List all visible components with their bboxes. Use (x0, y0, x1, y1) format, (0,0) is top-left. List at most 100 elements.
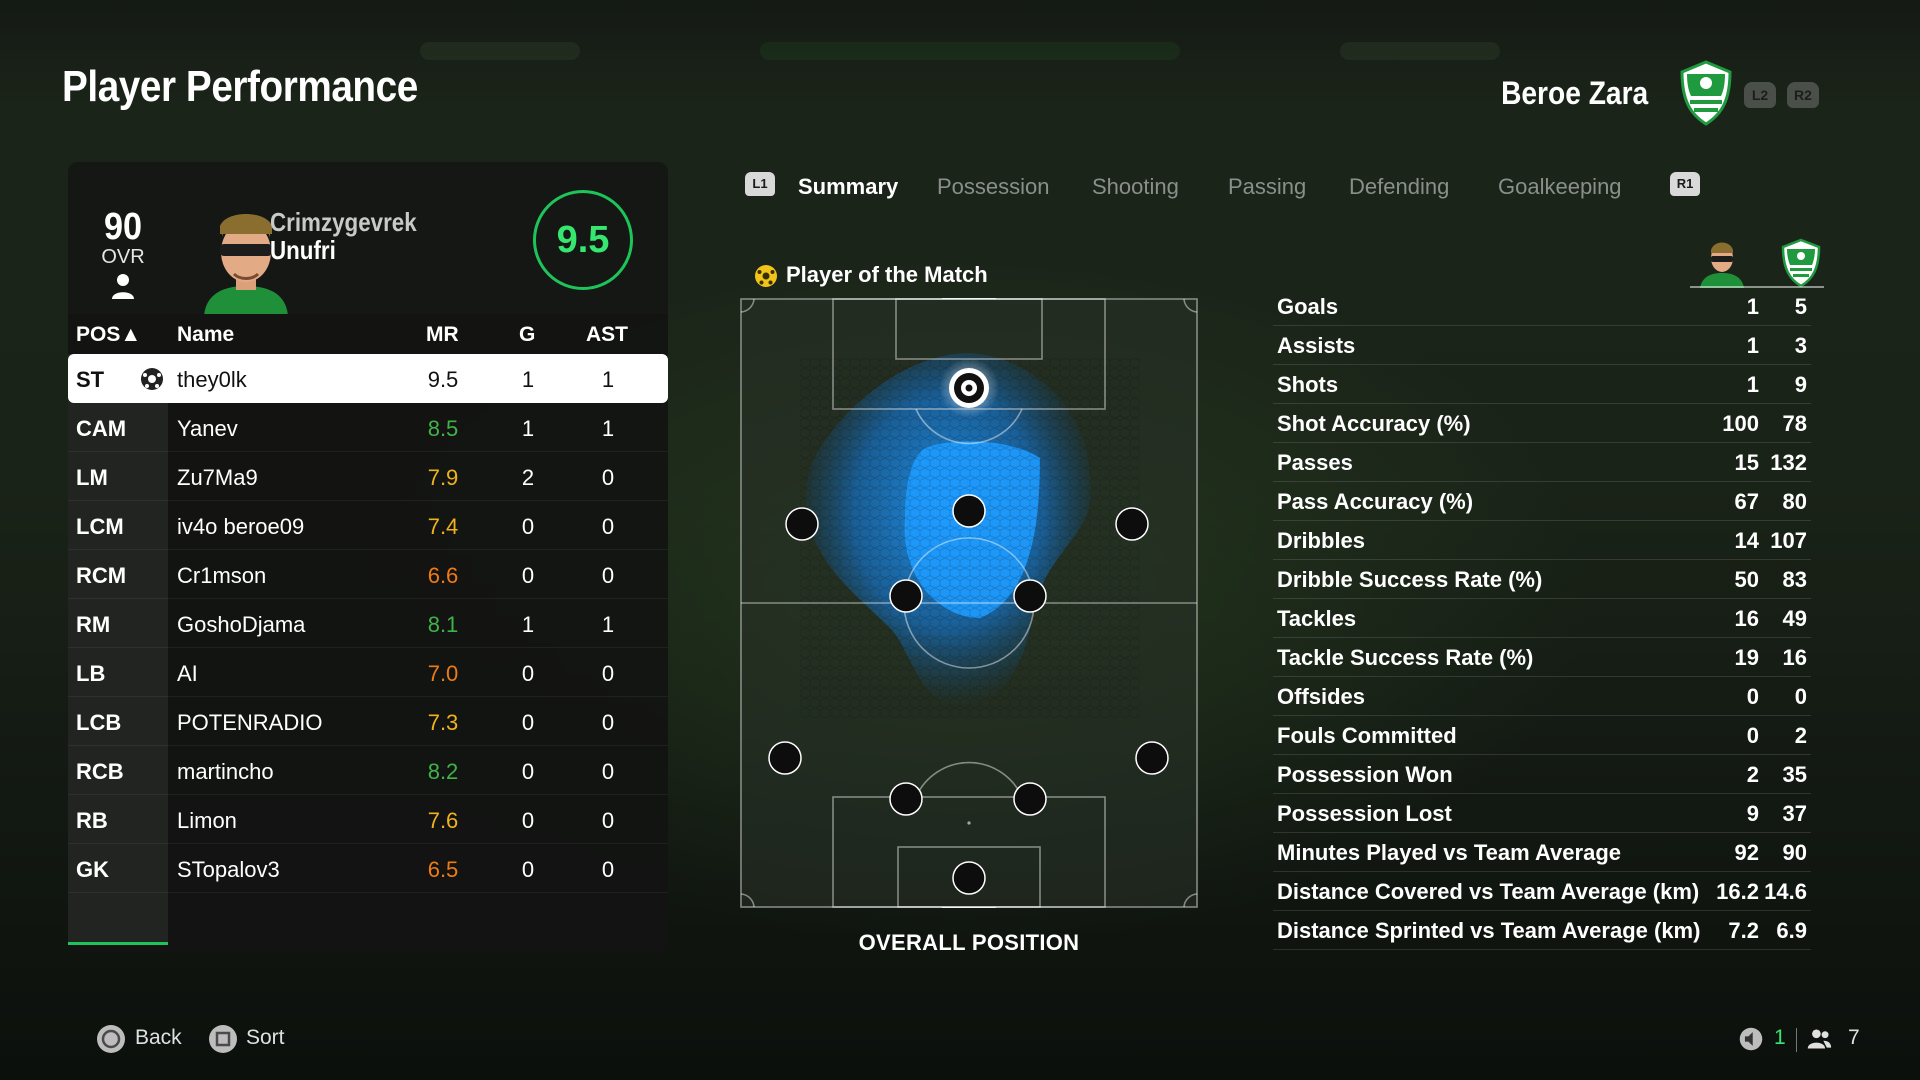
stat-row: Tackles 16 49 (1273, 599, 1811, 638)
row-mr: 7.4 (427, 514, 459, 539)
ball-icon (141, 368, 163, 390)
table-row[interactable]: RM GoshoDjama 8.1 1 1 (68, 599, 668, 648)
stat-player-value: 2 (1746, 762, 1759, 787)
people-icon (1807, 1029, 1832, 1049)
row-mr: 7.9 (427, 465, 459, 490)
row-g: 1 (521, 367, 535, 392)
stat-player-value: 1 (1746, 294, 1759, 319)
stat-row: Shots 1 9 (1273, 365, 1811, 404)
row-mr: 7.3 (427, 710, 459, 735)
stat-player-value: 19 (1734, 645, 1759, 670)
stat-label: Pass Accuracy (%) (1277, 489, 1474, 514)
row-g: 1 (521, 612, 535, 637)
stat-label: Fouls Committed (1277, 723, 1457, 748)
tab-summary[interactable]: Summary (798, 174, 899, 199)
row-name: Yanev (177, 416, 238, 441)
header-g[interactable]: G (519, 323, 536, 346)
table-row[interactable]: RB Limon 7.6 0 0 (68, 795, 668, 844)
stat-label: Dribbles (1277, 528, 1366, 553)
stat-label: Assists (1277, 333, 1356, 358)
table-row[interactable]: CAM Yanev 8.5 1 1 (68, 403, 668, 452)
tab-shooting[interactable]: Shooting (1092, 174, 1179, 199)
ovr-value: 90 (103, 206, 143, 248)
table-row[interactable]: RCM Cr1mson 6.6 0 0 (68, 550, 668, 599)
player-last-name: Unufri (270, 235, 336, 265)
stat-team-value: 49 (1782, 606, 1807, 631)
stat-label: Possession Lost (1277, 801, 1452, 826)
row-pos: RB (76, 808, 108, 833)
stat-team-value: 90 (1782, 840, 1807, 865)
l1-button[interactable]: L1 (745, 172, 775, 196)
sort-button[interactable]: Sort (246, 1026, 285, 1049)
row-ast: 1 (601, 612, 615, 637)
row-pos: GK (76, 857, 109, 882)
match-rating-ring: 9.5 (533, 190, 633, 290)
r1-button[interactable]: R1 (1670, 172, 1700, 196)
table-row[interactable]: GK STopalov3 6.5 0 0 (68, 844, 668, 893)
r2-button[interactable]: R2 (1787, 82, 1819, 108)
row-g: 0 (521, 710, 535, 735)
stat-label: Possession Won (1277, 762, 1453, 787)
stat-player-value: 100 (1722, 411, 1759, 436)
player-name: Crimzygevrek Unufri (270, 208, 417, 264)
stat-team-value: 16 (1782, 645, 1807, 670)
row-pos: RCB (76, 759, 124, 784)
row-name: POTENRADIO (177, 710, 323, 735)
row-mr: 7.0 (427, 661, 459, 686)
player-marker (1135, 741, 1169, 775)
stat-row: Distance Covered vs Team Average (km) 16… (1273, 872, 1811, 911)
player-marker (1115, 507, 1149, 541)
row-pos: LB (76, 661, 106, 686)
stat-label: Tackle Success Rate (%) (1277, 645, 1534, 670)
count-b: 7 (1848, 1026, 1860, 1049)
stat-player-value: 1 (1746, 333, 1759, 358)
table-row[interactable]: LB AI 7.0 0 0 (68, 648, 668, 697)
header-pos[interactable]: POS▲ (76, 323, 142, 346)
table-row[interactable]: LCM iv4o beroe09 7.4 0 0 (68, 501, 668, 550)
stat-player-value: 0 (1746, 723, 1759, 748)
pitch-svg (740, 296, 1198, 910)
team-crest-icon (1680, 60, 1732, 126)
tab-goalkeeping[interactable]: Goalkeeping (1498, 174, 1622, 199)
stat-team-value: 78 (1782, 411, 1807, 436)
stat-player-value: 16 (1734, 606, 1759, 631)
tab-possession[interactable]: Possession (937, 174, 1050, 199)
stat-player-value: 15 (1734, 450, 1759, 475)
row-ast: 0 (601, 710, 615, 735)
header-mr[interactable]: MR (426, 323, 459, 346)
square-button-icon[interactable] (208, 1024, 238, 1054)
stat-player-value: 0 (1746, 684, 1759, 709)
table-row[interactable]: RCB martincho 8.2 0 0 (68, 746, 668, 795)
row-g: 0 (521, 563, 535, 588)
tab-passing[interactable]: Passing (1228, 174, 1307, 199)
header-ast[interactable]: AST (586, 323, 628, 346)
footer-divider (1796, 1028, 1797, 1052)
row-ast: 0 (601, 563, 615, 588)
row-name: GoshoDjama (177, 612, 306, 637)
table-row[interactable]: LM Zu7Ma9 7.9 2 0 (68, 452, 668, 501)
stat-team-value: 0 (1794, 684, 1807, 709)
stat-label: Shots (1277, 372, 1339, 397)
stat-team-value: 3 (1794, 333, 1807, 358)
count-a: 1 (1774, 1026, 1786, 1049)
row-mr: 8.2 (427, 759, 459, 784)
row-pos: LM (76, 465, 108, 490)
stat-player-value: 7.2 (1728, 918, 1759, 943)
stat-team-value: 6.9 (1776, 918, 1807, 943)
row-mr: 7.6 (427, 808, 459, 833)
circle-button-icon[interactable] (96, 1024, 126, 1054)
stat-team-value: 9 (1794, 372, 1807, 397)
back-button[interactable]: Back (135, 1026, 182, 1049)
header-name[interactable]: Name (177, 323, 235, 346)
player-marker (952, 861, 986, 895)
background-blur (1340, 42, 1500, 60)
table-row[interactable]: LCB POTENRADIO 7.3 0 0 (68, 697, 668, 746)
stat-player-value: 1 (1746, 372, 1759, 397)
table-row[interactable]: ST they0lk 9.5 1 1 (68, 354, 668, 403)
stat-team-value: 35 (1782, 762, 1807, 787)
tab-defending[interactable]: Defending (1349, 174, 1450, 199)
row-ast: 0 (601, 514, 615, 539)
stat-row: Possession Won 2 35 (1273, 755, 1811, 794)
table-header: POS▲ Name MR G AST (68, 314, 668, 354)
l2-button[interactable]: L2 (1744, 82, 1776, 108)
